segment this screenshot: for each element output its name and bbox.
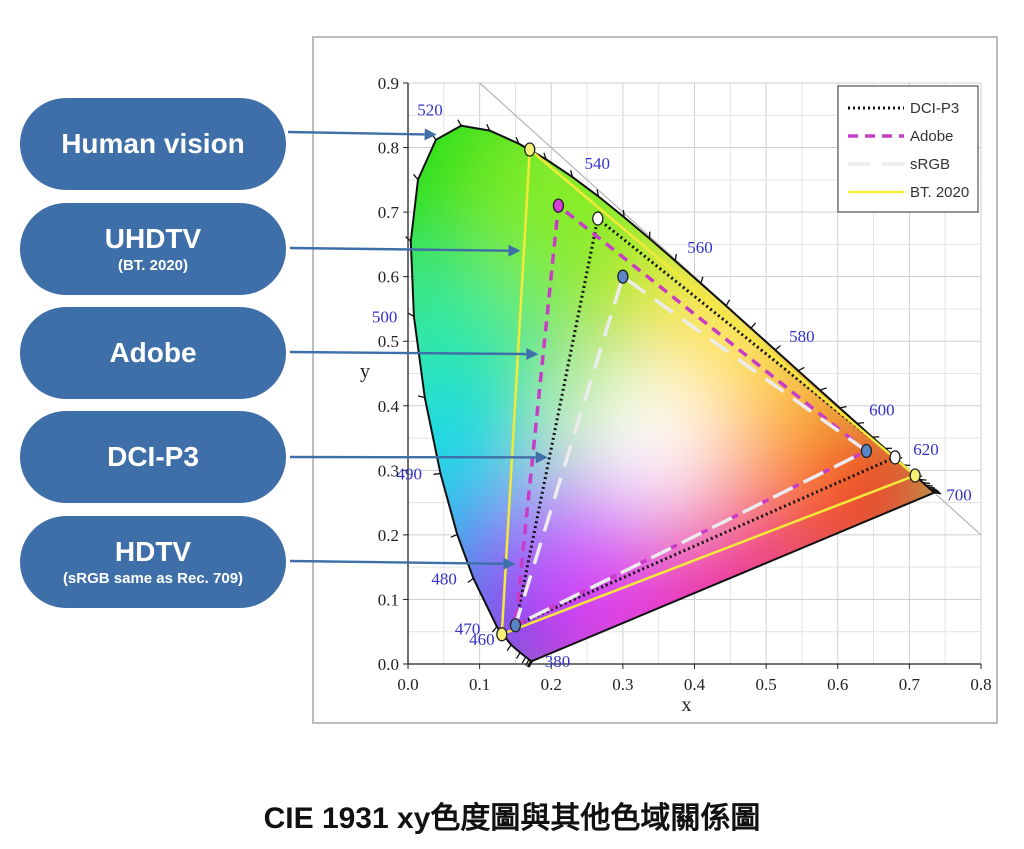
adobe-text: Adobe xyxy=(109,337,197,368)
chart-frame xyxy=(312,36,998,724)
adobe-label: Adobe xyxy=(20,307,286,399)
uhdtv-label: UHDTV (BT. 2020) xyxy=(20,203,286,295)
dci-p3-text: DCI-P3 xyxy=(107,441,199,472)
hdtv-subtext: (sRGB same as Rec. 709) xyxy=(62,570,244,587)
uhdtv-subtext: (BT. 2020) xyxy=(117,257,189,274)
hdtv-label: HDTV (sRGB same as Rec. 709) xyxy=(20,516,286,608)
figure-caption: CIE 1931 xy色度圖與其他色域關係圖 xyxy=(263,802,761,835)
human-vision-text: Human vision xyxy=(61,128,245,159)
human-vision-label: Human vision xyxy=(20,98,286,190)
hdtv-text: HDTV xyxy=(114,536,192,567)
uhdtv-text: UHDTV xyxy=(104,223,202,254)
dci-p3-label: DCI-P3 xyxy=(20,411,286,503)
